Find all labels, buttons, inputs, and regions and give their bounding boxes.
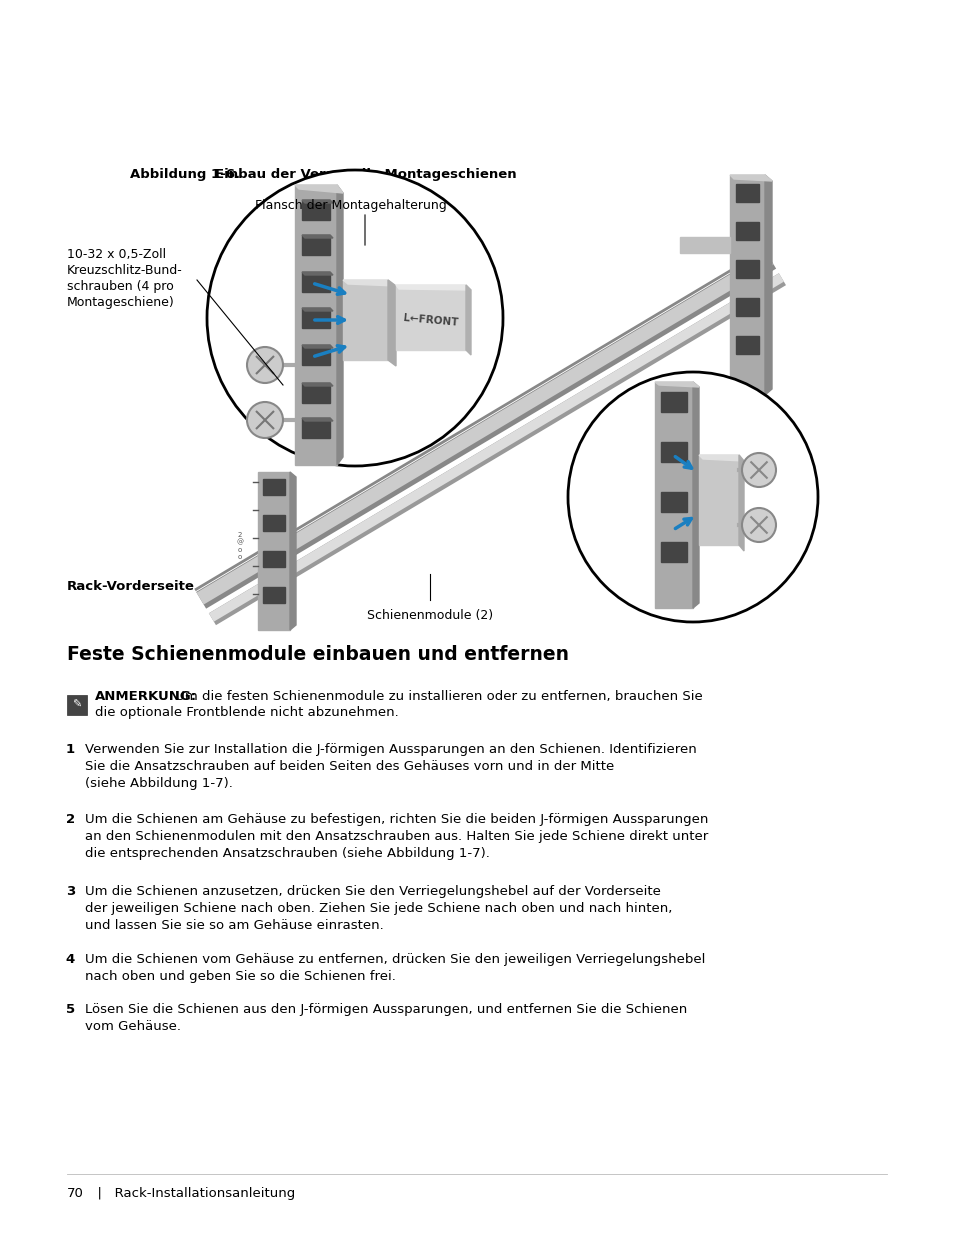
Polygon shape — [302, 308, 330, 329]
Polygon shape — [692, 382, 699, 608]
Text: L←FRONT: L←FRONT — [402, 314, 458, 327]
Polygon shape — [735, 336, 759, 354]
Polygon shape — [388, 280, 395, 366]
Text: |   Rack-Installationsanleitung: | Rack-Installationsanleitung — [89, 1187, 294, 1200]
Polygon shape — [729, 175, 764, 395]
Polygon shape — [263, 479, 285, 495]
Text: 5: 5 — [66, 1003, 75, 1016]
Text: 3: 3 — [66, 885, 75, 898]
Polygon shape — [302, 272, 330, 291]
Circle shape — [567, 372, 817, 622]
Text: Flansch der Montagehalterung: Flansch der Montagehalterung — [254, 199, 446, 212]
Polygon shape — [660, 542, 686, 562]
Polygon shape — [302, 417, 330, 438]
Text: Um die Schienen vom Gehäuse zu entfernen, drücken Sie den jeweiligen Verriegelun: Um die Schienen vom Gehäuse zu entfernen… — [85, 953, 704, 966]
Text: 1: 1 — [66, 743, 75, 756]
Polygon shape — [655, 382, 699, 387]
Text: 4: 4 — [66, 953, 75, 966]
Text: und lassen Sie sie so am Gehäuse einrasten.: und lassen Sie sie so am Gehäuse einrast… — [85, 919, 383, 932]
Text: 70: 70 — [67, 1187, 84, 1200]
Text: Feste Schienenmodule einbauen und entfernen: Feste Schienenmodule einbauen und entfer… — [67, 645, 568, 664]
Text: schrauben (4 pro: schrauben (4 pro — [67, 280, 173, 293]
Polygon shape — [263, 551, 285, 567]
Polygon shape — [290, 472, 295, 630]
Text: nach oben und geben Sie so die Schienen frei.: nach oben und geben Sie so die Schienen … — [85, 969, 395, 983]
Text: ✎: ✎ — [72, 700, 82, 710]
Text: Montageschiene): Montageschiene) — [67, 296, 174, 309]
Circle shape — [207, 170, 502, 466]
Polygon shape — [257, 472, 290, 630]
Text: Lösen Sie die Schienen aus den J-förmigen Aussparungen, und entfernen Sie die Sc: Lösen Sie die Schienen aus den J-förmige… — [85, 1003, 686, 1016]
Text: Einbau der VersaRails-Montageschienen: Einbau der VersaRails-Montageschienen — [214, 168, 517, 182]
Polygon shape — [302, 383, 330, 403]
Polygon shape — [302, 200, 333, 203]
Polygon shape — [302, 200, 330, 220]
Text: Verwenden Sie zur Installation die J-förmigen Aussparungen an den Schienen. Iden: Verwenden Sie zur Installation die J-för… — [85, 743, 696, 756]
Polygon shape — [679, 237, 729, 253]
Polygon shape — [699, 454, 743, 461]
Polygon shape — [302, 235, 333, 238]
Polygon shape — [302, 308, 333, 311]
Text: 10-32 x 0,5-Zoll: 10-32 x 0,5-Zoll — [67, 248, 166, 261]
Text: Sie die Ansatzschrauben auf beiden Seiten des Gehäuses vorn und in der Mitte: Sie die Ansatzschrauben auf beiden Seite… — [85, 760, 614, 773]
Text: Rack-Vorderseite: Rack-Vorderseite — [67, 580, 194, 593]
Polygon shape — [739, 454, 743, 551]
Text: 2: 2 — [66, 813, 75, 826]
Polygon shape — [465, 285, 471, 354]
Polygon shape — [302, 383, 333, 387]
Polygon shape — [302, 345, 330, 366]
Polygon shape — [699, 454, 739, 545]
Polygon shape — [660, 391, 686, 412]
Circle shape — [247, 403, 283, 438]
Polygon shape — [263, 515, 285, 531]
Polygon shape — [395, 285, 465, 350]
Polygon shape — [263, 587, 285, 603]
Polygon shape — [735, 298, 759, 316]
Text: ANMERKUNG:: ANMERKUNG: — [95, 690, 197, 703]
Polygon shape — [302, 235, 330, 254]
Polygon shape — [294, 185, 343, 193]
Polygon shape — [395, 285, 471, 290]
Polygon shape — [735, 222, 759, 240]
Circle shape — [741, 508, 775, 542]
Text: die optionale Frontblende nicht abzunehmen.: die optionale Frontblende nicht abzunehm… — [95, 706, 398, 719]
Text: Schienenmodule (2): Schienenmodule (2) — [367, 609, 493, 622]
Text: Abbildung 1-6.: Abbildung 1-6. — [130, 168, 240, 182]
Polygon shape — [302, 345, 333, 348]
Text: Kreuzschlitz-Bund-: Kreuzschlitz-Bund- — [67, 264, 183, 277]
Polygon shape — [343, 280, 395, 287]
Polygon shape — [302, 417, 333, 421]
FancyBboxPatch shape — [67, 695, 87, 715]
Polygon shape — [336, 185, 343, 466]
Text: 2
@
o
o: 2 @ o o — [236, 532, 243, 559]
Polygon shape — [660, 442, 686, 462]
Text: Um die Schienen am Gehäuse zu befestigen, richten Sie die beiden J-förmigen Auss: Um die Schienen am Gehäuse zu befestigen… — [85, 813, 708, 826]
Text: an den Schienenmodulen mit den Ansatzschrauben aus. Halten Sie jede Schiene dire: an den Schienenmodulen mit den Ansatzsch… — [85, 830, 707, 844]
Text: der jeweiligen Schiene nach oben. Ziehen Sie jede Schiene nach oben und nach hin: der jeweiligen Schiene nach oben. Ziehen… — [85, 902, 672, 915]
Polygon shape — [735, 261, 759, 278]
Text: die entsprechenden Ansatzschrauben (siehe Abbildung 1-7).: die entsprechenden Ansatzschrauben (sieh… — [85, 847, 489, 860]
Text: vom Gehäuse.: vom Gehäuse. — [85, 1020, 181, 1032]
Polygon shape — [655, 382, 692, 608]
Polygon shape — [729, 175, 771, 182]
Text: Um die festen Schienenmodule zu installieren oder zu entfernen, brauchen Sie: Um die festen Schienenmodule zu installi… — [171, 690, 702, 703]
Polygon shape — [735, 184, 759, 203]
Polygon shape — [302, 272, 333, 275]
Polygon shape — [764, 175, 771, 395]
Polygon shape — [660, 492, 686, 513]
Polygon shape — [343, 280, 388, 359]
Circle shape — [741, 453, 775, 487]
Polygon shape — [294, 185, 336, 466]
Text: Um die Schienen anzusetzen, drücken Sie den Verriegelungshebel auf der Vordersei: Um die Schienen anzusetzen, drücken Sie … — [85, 885, 660, 898]
Circle shape — [247, 347, 283, 383]
Text: (siehe Abbildung 1-7).: (siehe Abbildung 1-7). — [85, 777, 233, 790]
